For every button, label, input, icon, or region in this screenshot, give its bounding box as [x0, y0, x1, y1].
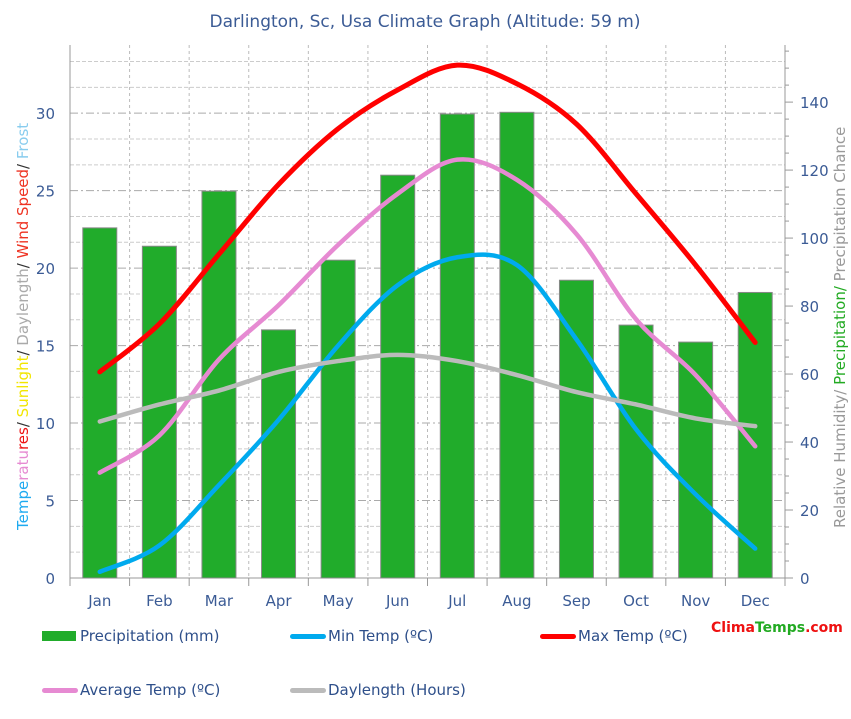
- precip-bar-jun: [380, 174, 416, 579]
- axis-title-part: Tempe: [14, 481, 32, 531]
- month-label: Apr: [266, 592, 293, 610]
- series-line-average-temp: [97, 157, 758, 475]
- legend-swatch-daylength: [290, 687, 326, 693]
- right-tick-label: 0: [800, 570, 810, 588]
- axis-title-part: /: [14, 417, 32, 427]
- axis-title-part: Daylength: [14, 268, 32, 345]
- legend-swatch-avg-temp: [42, 687, 78, 693]
- axis-title-part: Sunlight: [14, 355, 32, 417]
- legend-daylength: Daylength (Hours): [290, 681, 466, 699]
- month-label: May: [323, 592, 354, 610]
- month-label: Jun: [385, 592, 409, 610]
- right-tick-label: 100: [800, 230, 829, 248]
- legend-label: Min Temp (ºC): [328, 627, 434, 645]
- precip-bar-nov: [678, 341, 714, 579]
- legend-precipitation: Precipitation (mm): [42, 627, 219, 645]
- axis-title-part: ratu: [14, 450, 32, 481]
- series-line-min-temp: [97, 252, 758, 575]
- right-tick-label: 120: [800, 162, 829, 180]
- precip-bar-jan: [82, 227, 118, 579]
- left-tick-label: 20: [36, 260, 55, 278]
- legend-min-temp: Min Temp (ºC): [290, 627, 433, 645]
- right-axis-title: Relative Humidity/ Precipitation/ Precip…: [831, 127, 849, 528]
- axis-title-part: Wind Speed: [14, 169, 32, 259]
- brand-part: Temps: [754, 620, 806, 636]
- month-label: Jul: [447, 592, 466, 610]
- chart-title: Darlington, Sc, Usa Climate Graph (Altit…: [209, 12, 640, 32]
- axis-title-part: /: [14, 159, 32, 169]
- legend-label: Average Temp (ºC): [80, 681, 221, 699]
- axis-title-part: Precipitation Chance: [831, 127, 849, 282]
- legend-swatch-precipitation: [42, 631, 76, 641]
- month-label: Feb: [146, 592, 173, 610]
- left-axis-title: Temperatures/ Sunlight/ Daylength/ Wind …: [14, 123, 32, 531]
- legend-avg-temp: Average Temp (ºC): [42, 681, 220, 699]
- series-line-daylength: [97, 352, 758, 429]
- precip-bar-jul: [439, 113, 475, 579]
- legend-label: Daylength (Hours): [328, 681, 466, 699]
- climatemps-logo[interactable]: ClimaTemps.com: [711, 620, 843, 636]
- right-tick-label: 60: [800, 366, 819, 384]
- axis-title-part: Precipitation/: [831, 281, 849, 385]
- month-label: Sep: [562, 592, 590, 610]
- left-tick-label: 30: [36, 105, 55, 123]
- precip-bar-feb: [141, 245, 177, 579]
- left-tick-label: 25: [36, 183, 55, 201]
- axis-title-part: /: [14, 258, 32, 268]
- left-tick-label: 0: [45, 570, 55, 588]
- month-label: Oct: [623, 592, 649, 610]
- precip-bar-sep: [558, 279, 594, 579]
- axis-title-part: Frost: [14, 123, 32, 159]
- month-label: Mar: [205, 592, 234, 610]
- legend-swatch-min-temp: [290, 633, 326, 639]
- left-tick-label: 10: [36, 415, 55, 433]
- left-tick-label: 15: [36, 338, 55, 356]
- right-tick-label: 140: [800, 94, 829, 112]
- axis-title-part: /: [14, 346, 32, 356]
- legend-swatch-max-temp: [540, 633, 576, 639]
- month-label: Jan: [87, 592, 111, 610]
- month-label: Aug: [502, 592, 531, 610]
- right-tick-label: 80: [800, 298, 819, 316]
- axis-title-part: Relative Humidity/: [831, 385, 849, 528]
- brand-part: Clima: [711, 620, 755, 636]
- brand-part: .com: [805, 620, 843, 636]
- legend-max-temp: Max Temp (ºC): [540, 627, 688, 645]
- precip-bar-may: [320, 259, 356, 579]
- series-line-max-temp: [97, 62, 758, 375]
- right-tick-label: 40: [800, 434, 819, 452]
- legend-label: Precipitation (mm): [80, 627, 220, 645]
- axis-title-part: res: [14, 427, 32, 450]
- left-tick-label: 5: [45, 493, 55, 511]
- month-label: Dec: [741, 592, 770, 610]
- right-tick-label: 20: [800, 502, 819, 520]
- precip-bar-oct: [618, 324, 654, 579]
- precip-bar-mar: [201, 190, 237, 579]
- legend-label: Max Temp (ºC): [578, 627, 688, 645]
- month-label: Nov: [681, 592, 710, 610]
